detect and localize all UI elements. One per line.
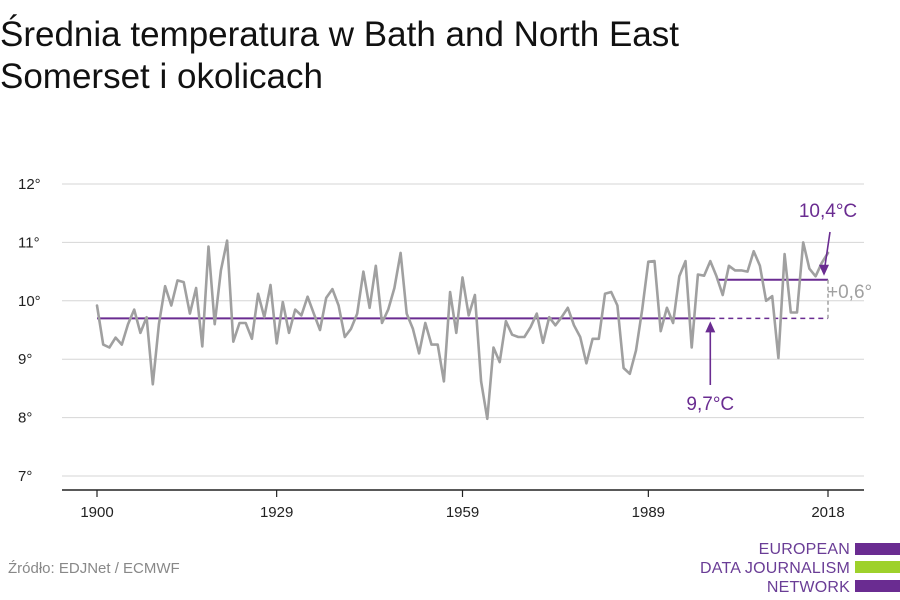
x-tick-label: 1959 xyxy=(446,504,479,521)
annotations: 9,7°C 10,4°C +0,6° xyxy=(686,201,872,415)
baseline-average-label: 9,7°C xyxy=(686,394,734,415)
x-tick-label: 1929 xyxy=(260,504,293,521)
x-tick-label: 1989 xyxy=(632,504,665,521)
x-tick-label: 2018 xyxy=(811,504,844,521)
gridlines xyxy=(62,183,864,477)
delta-label: +0,6° xyxy=(827,282,872,303)
chart-title: Średnia temperatura w Bath and North Eas… xyxy=(0,15,679,96)
x-axis: 1900 1929 1959 1989 2018 xyxy=(62,489,864,521)
baseline-pointer-arrowhead xyxy=(705,321,716,333)
logo-bar-2 xyxy=(855,561,900,573)
y-tick-label: 7° xyxy=(18,468,32,485)
temperature-series xyxy=(95,239,830,421)
y-axis-ticks: 7° 8° 9° 10° 11° 12° xyxy=(18,176,41,485)
edjnet-logo: EUROPEAN DATA JOURNALISM NETWORK xyxy=(700,540,900,596)
recent-average-label: 10,4°C xyxy=(799,201,857,222)
logo-bar-1 xyxy=(855,543,900,555)
y-tick-label: 12° xyxy=(18,176,41,193)
x-tick-label: 1900 xyxy=(80,504,113,521)
y-tick-label: 9° xyxy=(18,351,32,368)
recent-pointer-arrowhead xyxy=(819,264,829,276)
source-note: Źródło: EDJNet / ECMWF xyxy=(8,560,180,577)
y-tick-label: 11° xyxy=(18,234,40,251)
y-tick-label: 8° xyxy=(18,410,32,427)
logo-bar-3 xyxy=(855,580,900,592)
logo-line-3: NETWORK xyxy=(766,579,850,596)
series-line xyxy=(95,239,830,421)
recent-pointer-arrow xyxy=(824,231,831,266)
logo-line-2: DATA JOURNALISM xyxy=(700,560,850,577)
y-tick-label: 10° xyxy=(18,293,41,310)
logo-line-1: EUROPEAN xyxy=(758,541,850,558)
